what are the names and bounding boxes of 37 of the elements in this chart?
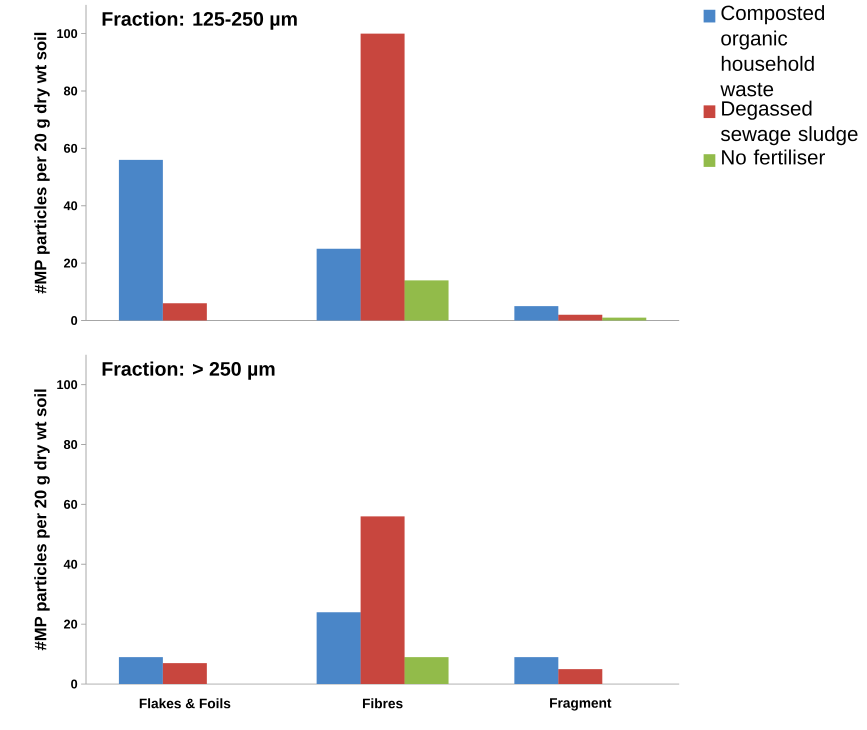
y-tick-label: 60 xyxy=(64,144,78,153)
bar xyxy=(404,280,449,321)
y-tick-label: 80 xyxy=(64,86,78,96)
bar xyxy=(118,657,163,684)
x-tick-label: Fibres xyxy=(362,698,403,708)
y-tick-label: 0 xyxy=(71,316,78,326)
bar xyxy=(118,160,163,321)
y-tick-label: 60 xyxy=(64,500,78,509)
bar xyxy=(602,318,646,321)
bar xyxy=(162,663,207,684)
bar xyxy=(360,516,405,684)
y-axis-title: #MP particles per 20 g dry wt soil xyxy=(34,389,50,650)
y-tick-label: 40 xyxy=(64,560,78,569)
bar xyxy=(316,248,361,321)
y-tick-label: 20 xyxy=(64,620,78,629)
bar xyxy=(360,34,405,321)
bar xyxy=(404,657,449,684)
bar xyxy=(514,657,558,684)
chart-title: Fraction: 125-250 µm xyxy=(102,11,297,30)
y-tick-label: 100 xyxy=(57,380,78,390)
bar xyxy=(558,669,602,684)
chart-title: Fraction: > 250 µm xyxy=(102,361,274,380)
y-tick-label: 40 xyxy=(64,201,78,210)
y-tick-label: 100 xyxy=(57,29,78,38)
bar xyxy=(558,314,602,321)
y-tick-label: 80 xyxy=(64,440,78,450)
y-tick-label: 0 xyxy=(71,680,78,689)
y-axis-title: #MP particles per 20 g dry wt soil xyxy=(34,32,50,294)
y-tick-label: 20 xyxy=(64,258,78,268)
legend-label: Degassed sewage sludge xyxy=(720,100,858,146)
x-tick-label: Fragment xyxy=(550,698,612,711)
legend-label: No fertiliser xyxy=(722,150,825,165)
legend-label: Composted organic household waste xyxy=(720,5,824,96)
bar xyxy=(316,612,361,684)
bar xyxy=(514,306,558,321)
bar xyxy=(162,303,207,321)
x-tick-label: Flakes & Foils xyxy=(140,698,230,708)
